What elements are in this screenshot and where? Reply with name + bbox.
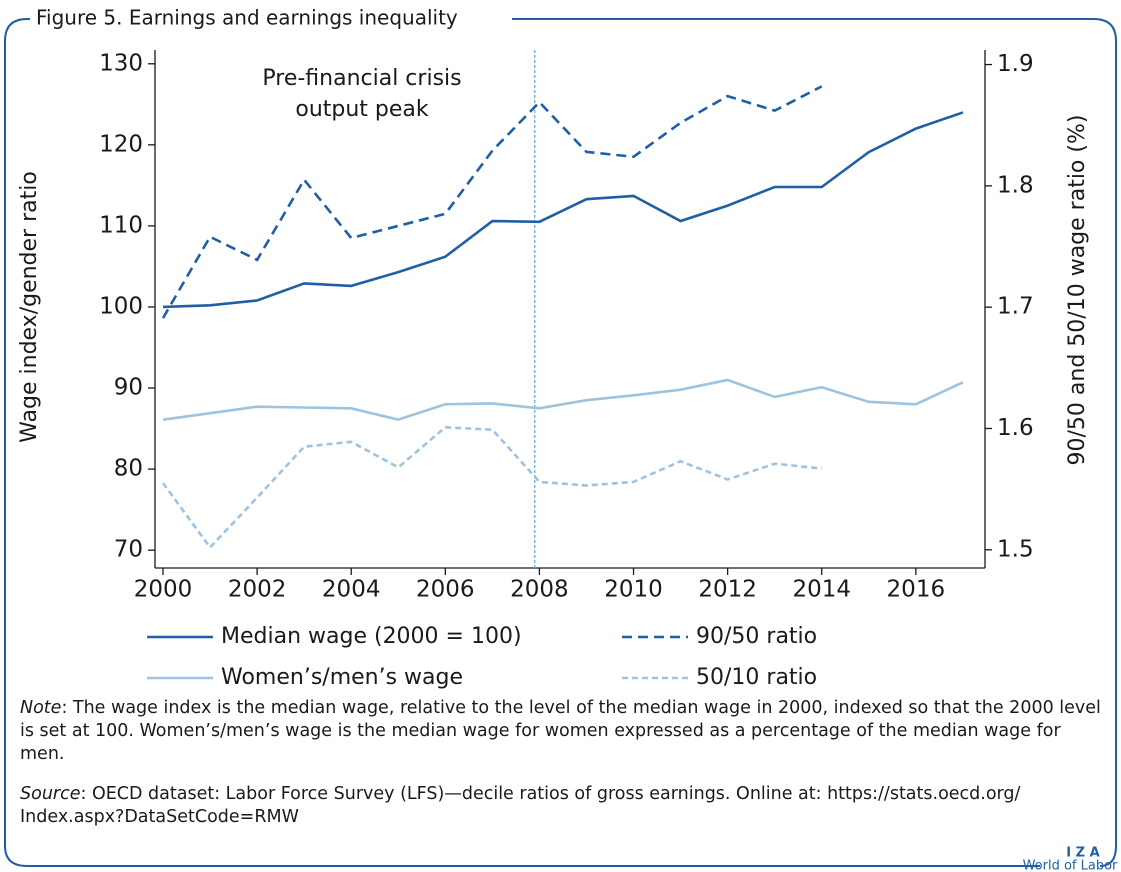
y2-tick-label: 1.8 <box>997 172 1034 198</box>
legend-label: Median wage (2000 = 100) <box>221 624 522 649</box>
x-tick-label: 2008 <box>510 577 569 603</box>
x-tick-label: 2002 <box>228 577 287 603</box>
annotation: output peak <box>295 97 429 122</box>
series-line <box>161 425 822 550</box>
x-tick-label: 2014 <box>792 577 851 603</box>
legend-label: Women’s/men’s wage <box>221 665 463 690</box>
y-tick-label: 70 <box>114 537 143 563</box>
series-line <box>162 378 964 422</box>
y-tick-label: 80 <box>114 456 143 482</box>
y-tick-label: 110 <box>99 212 143 238</box>
y2-tick-label: 1.9 <box>997 51 1034 77</box>
note-label: Note <box>20 698 62 718</box>
legend-label: 90/50 ratio <box>696 624 817 649</box>
y-axis-label: Wage index/gender ratio <box>17 171 42 443</box>
x-tick-label: 2006 <box>416 577 475 603</box>
annotation: Pre-financial crisis <box>262 66 461 91</box>
y2-tick-label: 1.7 <box>997 294 1034 320</box>
x-tick-label: 2000 <box>134 577 193 603</box>
y-tick-label: 130 <box>99 50 143 76</box>
x-tick-label: 2016 <box>887 577 946 603</box>
series-line <box>162 111 964 309</box>
note-text: : The wage index is the median wage, rel… <box>20 698 1101 764</box>
chart-title: Figure 5. Earnings and earnings inequali… <box>36 6 458 30</box>
source-label: Source <box>20 784 81 804</box>
legend-label: 50/10 ratio <box>696 665 817 690</box>
y2-tick-label: 1.6 <box>997 415 1034 441</box>
x-tick-label: 2004 <box>322 577 381 603</box>
logo: I Z A <box>1066 846 1099 861</box>
source: Source: OECD dataset: Labor Force Survey… <box>20 783 1105 829</box>
y-tick-label: 120 <box>99 131 143 157</box>
y2-axis-label: 90/50 and 50/10 wage ratio (%) <box>1065 115 1090 466</box>
logo-sub: World of Labor <box>1023 859 1118 872</box>
x-tick-label: 2012 <box>698 577 757 603</box>
y-tick-label: 90 <box>114 375 143 401</box>
series-line <box>161 85 823 319</box>
note: Note: The wage index is the median wage,… <box>20 697 1105 766</box>
frame <box>4 18 1117 867</box>
source-text: : OECD dataset: Labor Force Survey (LFS)… <box>20 784 1021 827</box>
y-tick-label: 100 <box>99 293 143 319</box>
y2-tick-label: 1.5 <box>997 536 1034 562</box>
x-tick-label: 2010 <box>604 577 663 603</box>
